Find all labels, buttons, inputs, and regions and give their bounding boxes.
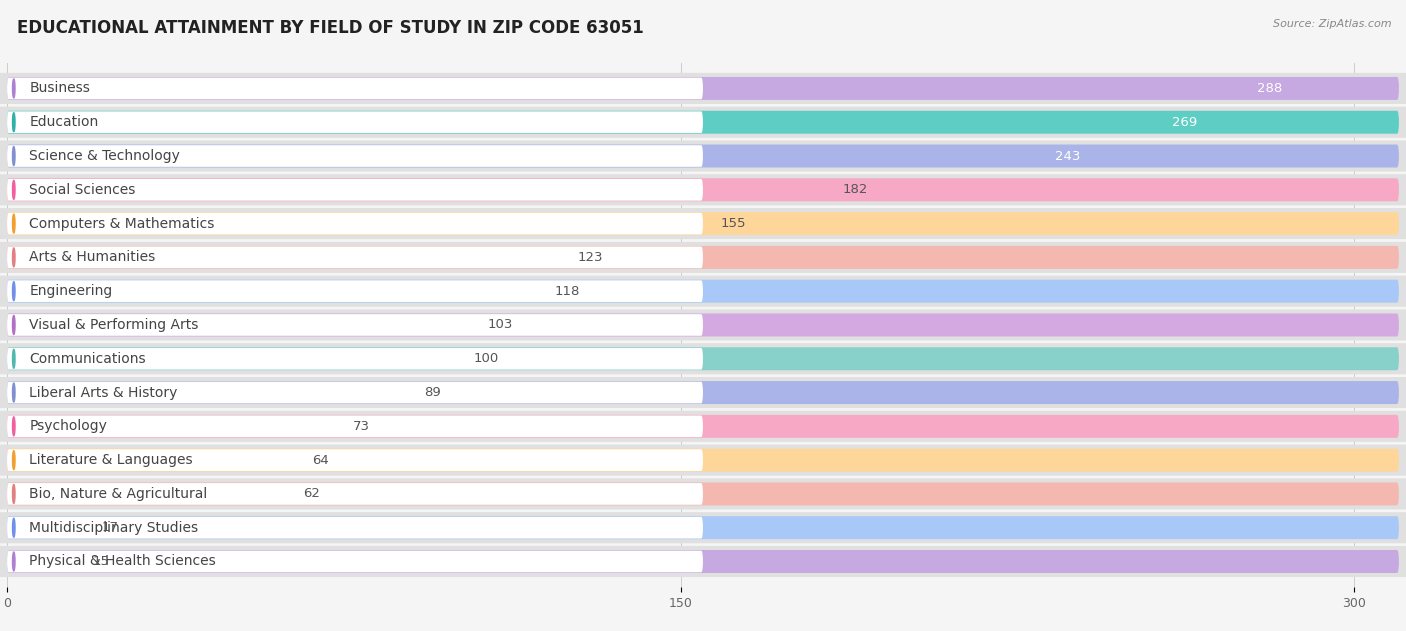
Text: 123: 123	[578, 251, 603, 264]
Circle shape	[13, 552, 15, 571]
Text: 118: 118	[555, 285, 581, 298]
Text: 243: 243	[1054, 150, 1080, 163]
Text: Source: ZipAtlas.com: Source: ZipAtlas.com	[1274, 19, 1392, 29]
FancyBboxPatch shape	[7, 144, 1399, 167]
Text: 64: 64	[312, 454, 329, 466]
Text: Liberal Arts & History: Liberal Arts & History	[30, 386, 177, 399]
Text: 182: 182	[842, 184, 868, 196]
Circle shape	[13, 79, 15, 98]
FancyBboxPatch shape	[0, 343, 1406, 374]
FancyBboxPatch shape	[0, 478, 1406, 509]
FancyBboxPatch shape	[7, 280, 703, 302]
FancyBboxPatch shape	[7, 449, 703, 471]
Text: Arts & Humanities: Arts & Humanities	[30, 251, 156, 264]
FancyBboxPatch shape	[7, 381, 1399, 404]
FancyBboxPatch shape	[0, 73, 1406, 104]
Circle shape	[13, 281, 15, 300]
FancyBboxPatch shape	[0, 546, 1406, 577]
FancyBboxPatch shape	[7, 145, 703, 167]
FancyBboxPatch shape	[7, 551, 703, 572]
Circle shape	[13, 214, 15, 233]
FancyBboxPatch shape	[7, 550, 1399, 573]
FancyBboxPatch shape	[7, 213, 703, 234]
Text: Education: Education	[30, 115, 98, 129]
FancyBboxPatch shape	[0, 174, 1406, 205]
Text: 269: 269	[1171, 115, 1197, 129]
Circle shape	[13, 383, 15, 402]
Text: 62: 62	[304, 487, 321, 500]
Text: 100: 100	[474, 352, 499, 365]
Text: Social Sciences: Social Sciences	[30, 183, 136, 197]
FancyBboxPatch shape	[0, 512, 1406, 543]
Text: Literature & Languages: Literature & Languages	[30, 453, 193, 467]
Circle shape	[13, 518, 15, 537]
Text: 73: 73	[353, 420, 370, 433]
FancyBboxPatch shape	[7, 247, 703, 268]
Text: Physical & Health Sciences: Physical & Health Sciences	[30, 555, 217, 569]
Circle shape	[13, 485, 15, 504]
FancyBboxPatch shape	[7, 483, 1399, 505]
FancyBboxPatch shape	[0, 309, 1406, 341]
FancyBboxPatch shape	[7, 415, 1399, 438]
Circle shape	[13, 451, 15, 469]
FancyBboxPatch shape	[0, 107, 1406, 138]
FancyBboxPatch shape	[7, 179, 703, 201]
FancyBboxPatch shape	[0, 377, 1406, 408]
Text: Engineering: Engineering	[30, 284, 112, 298]
FancyBboxPatch shape	[7, 347, 1399, 370]
FancyBboxPatch shape	[7, 246, 1399, 269]
FancyBboxPatch shape	[7, 382, 703, 403]
FancyBboxPatch shape	[7, 314, 703, 336]
FancyBboxPatch shape	[7, 449, 1399, 471]
FancyBboxPatch shape	[7, 212, 1399, 235]
Circle shape	[13, 248, 15, 267]
Text: 103: 103	[488, 319, 513, 331]
FancyBboxPatch shape	[0, 242, 1406, 273]
Circle shape	[13, 316, 15, 334]
FancyBboxPatch shape	[7, 516, 1399, 539]
FancyBboxPatch shape	[0, 141, 1406, 172]
Text: Bio, Nature & Agricultural: Bio, Nature & Agricultural	[30, 487, 208, 501]
FancyBboxPatch shape	[7, 483, 703, 505]
Text: 17: 17	[101, 521, 118, 534]
Text: Multidisciplinary Studies: Multidisciplinary Studies	[30, 521, 198, 534]
FancyBboxPatch shape	[0, 208, 1406, 239]
FancyBboxPatch shape	[7, 179, 1399, 201]
FancyBboxPatch shape	[7, 348, 703, 370]
FancyBboxPatch shape	[7, 78, 703, 99]
FancyBboxPatch shape	[7, 416, 703, 437]
FancyBboxPatch shape	[7, 517, 703, 538]
FancyBboxPatch shape	[7, 112, 703, 133]
Text: 89: 89	[425, 386, 441, 399]
FancyBboxPatch shape	[7, 111, 1399, 134]
Text: Psychology: Psychology	[30, 420, 107, 433]
Circle shape	[13, 417, 15, 436]
Text: Visual & Performing Arts: Visual & Performing Arts	[30, 318, 198, 332]
FancyBboxPatch shape	[7, 314, 1399, 336]
Text: 15: 15	[93, 555, 110, 568]
FancyBboxPatch shape	[0, 276, 1406, 307]
Circle shape	[13, 146, 15, 165]
FancyBboxPatch shape	[7, 280, 1399, 303]
Text: 288: 288	[1257, 82, 1282, 95]
Circle shape	[13, 180, 15, 199]
Text: Communications: Communications	[30, 351, 146, 366]
FancyBboxPatch shape	[7, 77, 1399, 100]
Text: EDUCATIONAL ATTAINMENT BY FIELD OF STUDY IN ZIP CODE 63051: EDUCATIONAL ATTAINMENT BY FIELD OF STUDY…	[17, 19, 644, 37]
Circle shape	[13, 113, 15, 132]
FancyBboxPatch shape	[0, 445, 1406, 476]
Circle shape	[13, 350, 15, 369]
Text: Science & Technology: Science & Technology	[30, 149, 180, 163]
Text: Computers & Mathematics: Computers & Mathematics	[30, 216, 215, 230]
Text: Business: Business	[30, 81, 90, 95]
Text: 155: 155	[721, 217, 747, 230]
FancyBboxPatch shape	[0, 411, 1406, 442]
